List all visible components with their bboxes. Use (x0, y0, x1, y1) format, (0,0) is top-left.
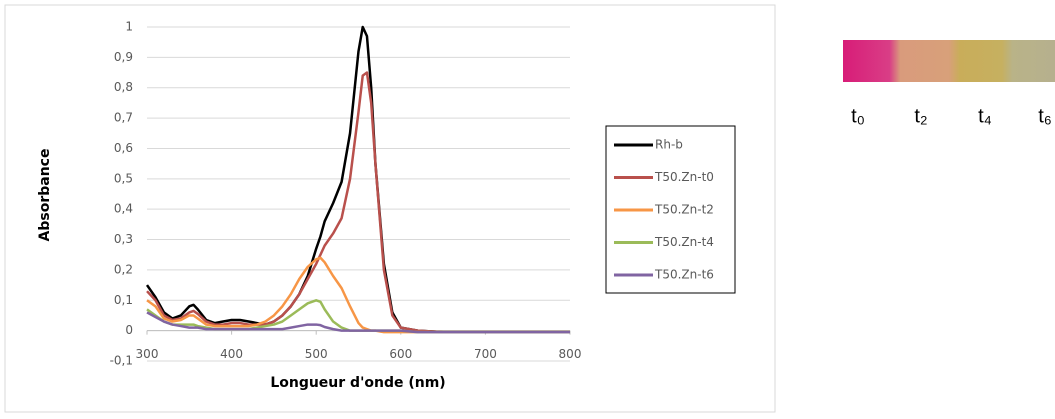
y-tick-label: 0,9 (114, 50, 133, 64)
series-line (146, 256, 570, 334)
x-tick-label: 600 (389, 347, 412, 361)
x-tick-label: 300 (136, 347, 159, 361)
legend-label: T50.Zn-t4 (654, 235, 714, 249)
y-tick-label: 0,1 (114, 293, 133, 307)
legend-label: T50.Zn-t0 (654, 170, 714, 184)
y-tick-label: 0,6 (114, 141, 133, 155)
y-tick-label: 0,5 (114, 171, 133, 185)
legend-label: Rh-b (655, 138, 683, 152)
y-tick-label: 0,7 (114, 111, 133, 125)
x-tick-label: 500 (305, 347, 328, 361)
y-tick-label: 0,4 (114, 202, 133, 216)
legend-label: T50.Zn-t2 (654, 203, 714, 217)
y-tick-label: 0,8 (114, 80, 133, 94)
swatch-label: t₂ (914, 105, 927, 127)
legend-label: T50.Zn-t6 (654, 268, 714, 282)
swatch-label: t₄ (978, 105, 992, 127)
y-tick-label: -0,1 (110, 354, 133, 368)
x-tick-label: 800 (559, 347, 582, 361)
swatch-label: t₆ (1038, 105, 1052, 127)
y-axis-title: Absorbance (37, 149, 53, 242)
y-tick-label: 0,3 (114, 232, 133, 246)
series-line (146, 71, 570, 334)
swatch-label: t₀ (851, 105, 865, 127)
y-tick-label: 1 (125, 20, 133, 34)
series-line (146, 311, 570, 334)
x-tick-label: 400 (220, 347, 243, 361)
x-tick-label: 700 (474, 347, 497, 361)
color-swatches (843, 40, 1055, 82)
x-axis-title: Longueur d'onde (nm) (270, 375, 445, 391)
y-tick-label: 0,2 (114, 262, 133, 276)
y-tick-label: 0 (125, 323, 133, 337)
